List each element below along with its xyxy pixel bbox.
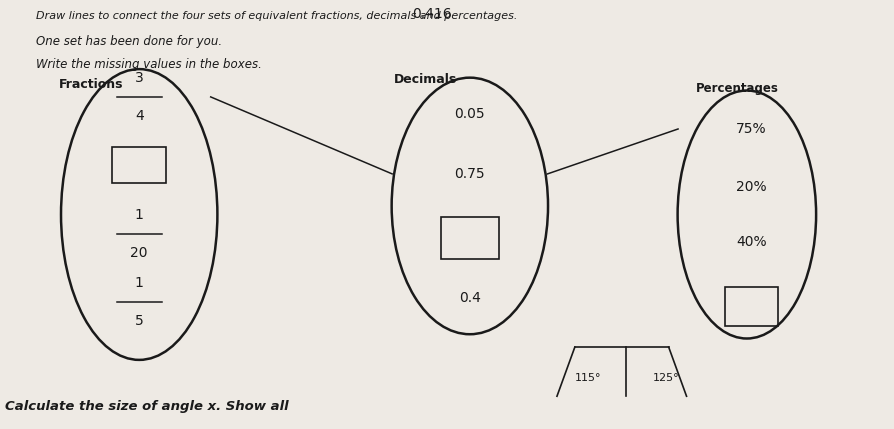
Text: 1: 1 (135, 208, 143, 222)
Text: 0.05: 0.05 (454, 107, 485, 121)
Text: 75%: 75% (735, 122, 766, 136)
Bar (441, 217, 498, 260)
Text: 0.4: 0.4 (459, 291, 480, 305)
Text: Decimals: Decimals (393, 73, 457, 86)
Text: One set has been done for you.: One set has been done for you. (37, 35, 223, 48)
Text: 0.75: 0.75 (454, 167, 485, 181)
Text: 4: 4 (135, 109, 143, 123)
Text: 20%: 20% (735, 180, 766, 194)
Bar (113, 147, 165, 184)
Text: 5: 5 (135, 314, 143, 328)
Text: 3: 3 (135, 71, 143, 85)
Text: 0.416: 0.416 (411, 7, 451, 21)
Text: 125°: 125° (653, 372, 679, 383)
Text: 115°: 115° (574, 372, 601, 383)
Text: 40%: 40% (735, 235, 766, 249)
Bar (724, 287, 777, 326)
Text: 20: 20 (131, 246, 148, 260)
Text: Fractions: Fractions (59, 78, 123, 91)
Text: Percentages: Percentages (696, 82, 778, 95)
Text: Write the missing values in the boxes.: Write the missing values in the boxes. (37, 58, 262, 71)
Text: Draw lines to connect the four sets of equivalent fractions, decimals and percen: Draw lines to connect the four sets of e… (37, 12, 518, 21)
Text: Calculate the size of angle x. Show all: Calculate the size of angle x. Show all (5, 400, 289, 414)
Text: 1: 1 (135, 276, 143, 290)
